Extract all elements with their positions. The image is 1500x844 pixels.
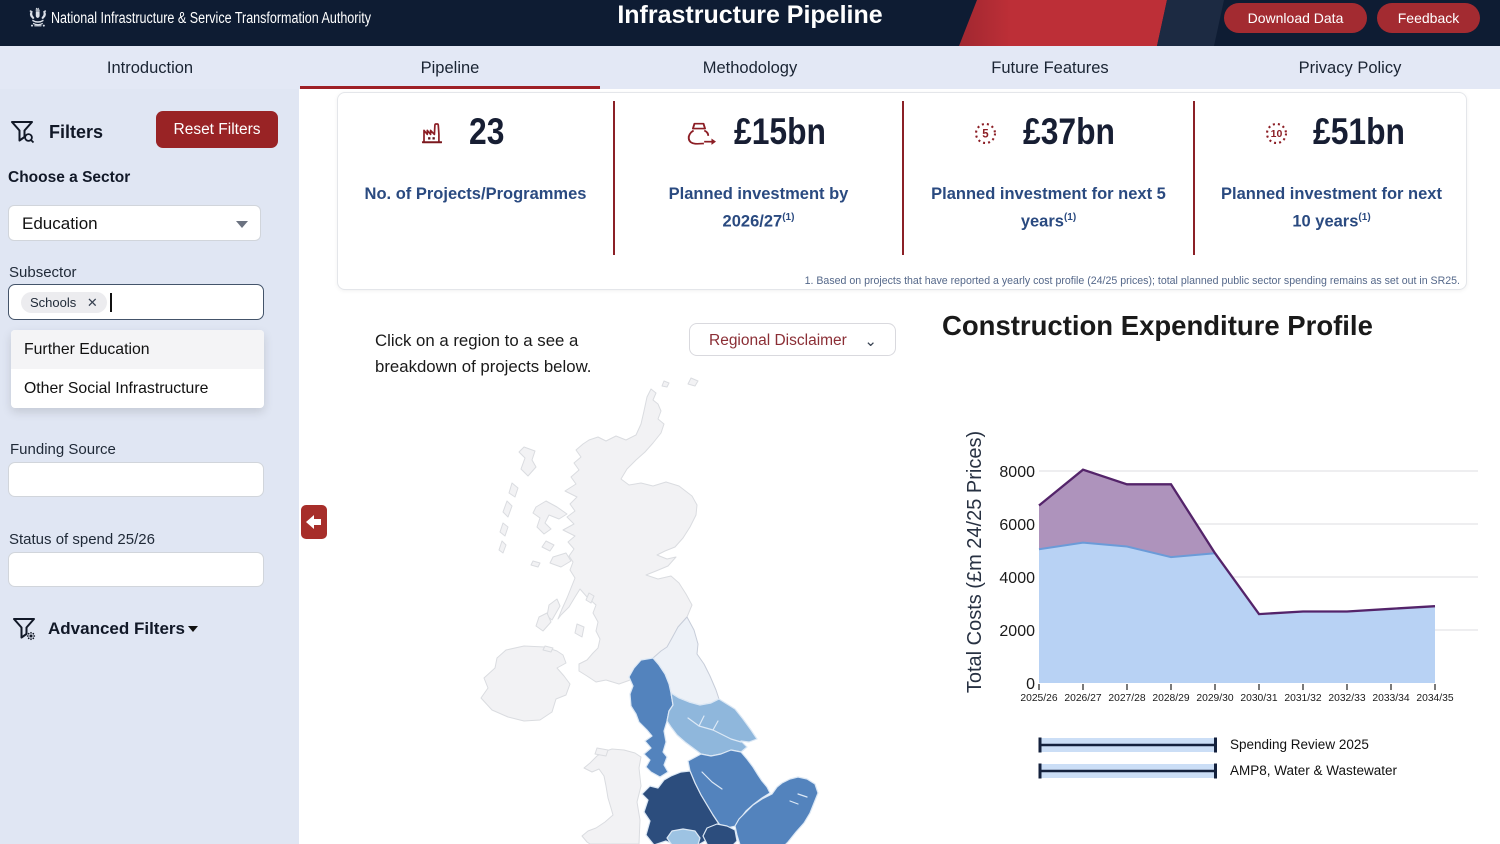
svg-text:2028/29: 2028/29 [1152, 693, 1189, 704]
svg-text:10: 10 [1271, 128, 1283, 140]
svg-text:2027/28: 2027/28 [1108, 693, 1145, 704]
svg-text:4000: 4000 [999, 570, 1035, 587]
svg-text:2030/31: 2030/31 [1240, 693, 1277, 704]
svg-text:2033/34: 2033/34 [1372, 693, 1409, 704]
svg-text:2034/35: 2034/35 [1416, 693, 1453, 704]
svg-text:2026/27: 2026/27 [1064, 693, 1101, 704]
svg-text:2031/32: 2031/32 [1284, 693, 1321, 704]
svg-text:2025/26: 2025/26 [1020, 693, 1057, 704]
svg-text:6000: 6000 [999, 517, 1035, 534]
svg-text:5: 5 [982, 129, 989, 141]
svg-text:0: 0 [1026, 676, 1035, 693]
svg-text:2029/30: 2029/30 [1196, 693, 1233, 704]
svg-text:2032/33: 2032/33 [1328, 693, 1365, 704]
svg-text:Total Costs (£m 24/25 Prices): Total Costs (£m 24/25 Prices) [964, 431, 986, 693]
svg-text:8000: 8000 [999, 464, 1035, 481]
svg-text:2000: 2000 [999, 623, 1035, 640]
